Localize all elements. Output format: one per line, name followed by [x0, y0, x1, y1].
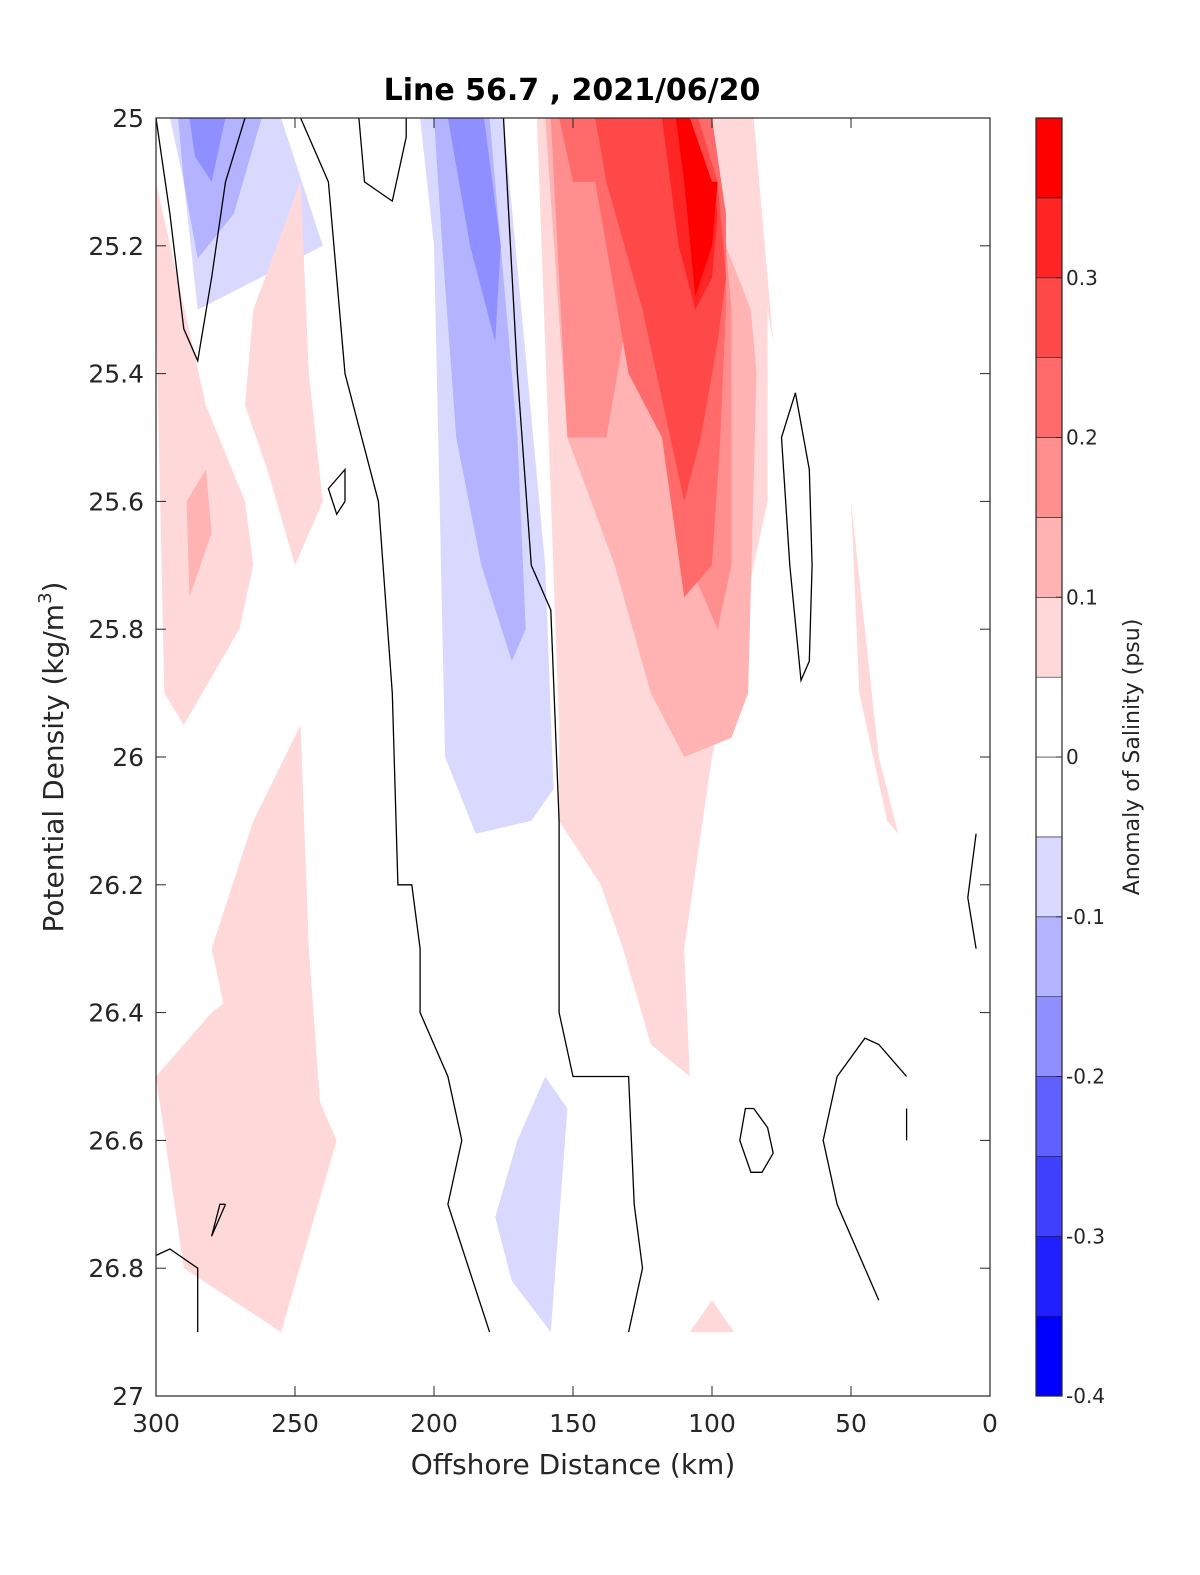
contour-region-15: [245, 181, 323, 566]
zero-contour-6: [967, 833, 977, 949]
colorbar-ticks: -0.4 -0.3 -0.2 -0.1 0 0.1 0.2 0.3: [1056, 266, 1105, 1408]
zero-contour-5: [780, 392, 813, 683]
colorbar-tick-label-4: 0: [1066, 745, 1079, 769]
y-tick-label-25: 25: [112, 104, 144, 133]
y-axis-label-close: ): [37, 582, 70, 593]
colorbar-swatch-1: [1035, 1236, 1063, 1317]
x-tick-label-100: 100: [688, 1409, 736, 1438]
colorbar-swatch-8: [1035, 676, 1063, 758]
colorbar-swatch-0: [1035, 1315, 1063, 1397]
colorbar-swatch-7: [1035, 756, 1063, 838]
chart-title: Line 56.7 , 2021/06/20: [384, 73, 761, 108]
contour-region-18: [156, 980, 337, 1333]
y-tick-label-26.4: 26.4: [88, 999, 144, 1028]
colorbar-tick-label-2: -0.2: [1066, 1065, 1105, 1089]
colorbar-swatch-13: [1035, 277, 1063, 358]
x-tick-label-300: 300: [132, 1409, 180, 1438]
zero-contour-0: [156, 118, 246, 364]
colorbar-swatch-11: [1035, 437, 1063, 518]
colorbar-tick-label-5: 0.1: [1066, 585, 1098, 609]
contour-region-5: [447, 118, 501, 342]
y-tick-label-25.6: 25.6: [88, 487, 144, 516]
colorbar-swatches: [1035, 117, 1063, 1397]
y-tick-label-25.2: 25.2: [88, 232, 144, 261]
colorbar-label: Anomaly of Salinity (psu): [1120, 619, 1145, 896]
x-tick-label-50: 50: [835, 1409, 867, 1438]
colorbar-swatch-4: [1035, 996, 1063, 1077]
colorbar-swatch-2: [1035, 1156, 1063, 1237]
colorbar-swatch-14: [1035, 197, 1063, 279]
y-axis-label-superscript: 3: [35, 592, 56, 603]
colorbar-swatch-3: [1035, 1076, 1063, 1157]
zero-contour-lines: [156, 118, 977, 1333]
zero-contour-3: [502, 118, 644, 1333]
x-tick-label-200: 200: [410, 1409, 458, 1438]
filled-contour-regions: [156, 118, 899, 1333]
y-tick-label-25.4: 25.4: [88, 360, 144, 389]
x-axis-ticks: 300 250 200 150 100 50 0: [132, 118, 998, 1438]
x-axis-label: Offshore Distance (km): [411, 1448, 736, 1481]
colorbar-swatch-6: [1035, 836, 1063, 918]
y-tick-label-26.6: 26.6: [88, 1126, 144, 1155]
zero-contour-4: [327, 467, 346, 516]
x-tick-label-250: 250: [271, 1409, 319, 1438]
y-axis-label: Potential Density (kg/m3): [35, 582, 70, 933]
y-tick-label-25.8: 25.8: [88, 615, 144, 644]
zero-contour-11: [210, 1203, 227, 1237]
y-tick-label-27: 27: [112, 1382, 144, 1411]
colorbar-swatch-12: [1035, 357, 1063, 438]
zero-contour-1: [300, 118, 491, 1333]
zero-contour-7: [739, 1107, 774, 1173]
colorbar-tick-label-1: -0.3: [1066, 1224, 1105, 1248]
y-axis-label-main: Potential Density (kg/m: [37, 604, 70, 933]
contour-region-19: [851, 501, 899, 834]
colorbar-swatch-5: [1035, 916, 1063, 997]
contour-region-20: [689, 1300, 735, 1333]
y-tick-label-26.8: 26.8: [88, 1254, 144, 1283]
zero-contour-2: [358, 118, 407, 203]
y-tick-label-26: 26: [112, 743, 144, 772]
zero-contour-8: [822, 1037, 908, 1301]
contour-region-2: [189, 118, 226, 182]
colorbar: -0.4 -0.3 -0.2 -0.1 0 0.1 0.2 0.3: [1035, 117, 1105, 1408]
colorbar-swatch-15: [1035, 117, 1063, 199]
colorbar-tick-label-3: -0.1: [1066, 905, 1105, 929]
contour-region-14: [156, 181, 254, 725]
colorbar-swatch-9: [1035, 596, 1063, 678]
contour-region-4: [434, 118, 526, 662]
colorbar-tick-label-7: 0.3: [1066, 266, 1098, 290]
x-tick-label-150: 150: [549, 1409, 597, 1438]
contour-region-6: [495, 1076, 568, 1333]
colorbar-swatch-10: [1035, 517, 1063, 598]
colorbar-tick-label-0: -0.4: [1066, 1384, 1105, 1408]
y-axis-ticks: 25 25.2 25.4 25.6 25.8 26 26.2 26.4 26.6 26.8 27: [88, 104, 990, 1411]
contour-region-13: [675, 118, 718, 297]
colorbar-tick-label-6: 0.2: [1066, 426, 1098, 450]
plot-area: 300 250 200 150 100 50 0 2525.225.425.625.8262…: [88, 104, 998, 1438]
zero-contour-10: [156, 1248, 199, 1333]
y-tick-label-26.2: 26.2: [88, 871, 144, 900]
x-tick-label-0: 0: [982, 1409, 998, 1438]
contour-region-17: [186, 469, 212, 598]
